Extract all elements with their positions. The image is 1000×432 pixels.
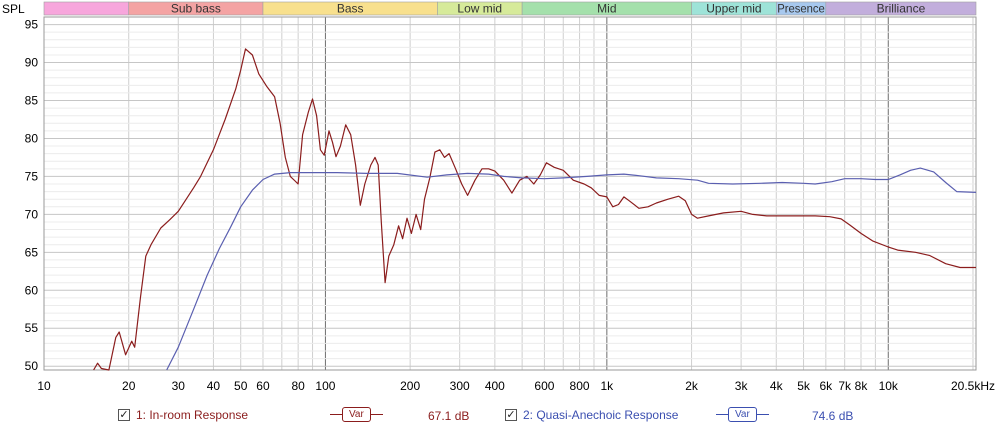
x-tick-label: 6k	[819, 379, 833, 393]
band-label: Brilliance	[877, 2, 926, 16]
legend: ✓ 1: In-room Response Var 67.1 dB ✓ 2: Q…	[0, 404, 1000, 430]
y-tick-label: 75	[25, 169, 39, 183]
in-room-var-control: Var	[330, 407, 383, 422]
band-label: Upper mid	[706, 2, 761, 16]
quasi-anechoic-checkbox[interactable]: ✓	[505, 409, 517, 421]
band-block	[43, 1, 130, 16]
y-tick-label: 90	[25, 56, 39, 70]
x-tick-label: 2k	[685, 379, 699, 393]
in-room-response-line	[93, 48, 976, 371]
band-label: Presence	[777, 2, 825, 16]
x-tick-label: 300	[450, 379, 470, 393]
band-block	[825, 1, 977, 16]
x-tick-label: 1k	[601, 379, 615, 393]
y-tick-label: 55	[25, 321, 39, 335]
series-lines	[93, 48, 977, 371]
quasi-anechoic-var-button[interactable]: Var	[728, 407, 757, 422]
x-tick-labels: 10 20 30 40 50 60 80 100 200 300 400 600 800 1k 2k 3k 4k…	[37, 379, 995, 393]
quasi-anechoic-line-swatch	[716, 414, 728, 415]
quasi-anechoic-label: 2: Quasi-Anechoic Response	[523, 408, 679, 422]
y-tick-label: 70	[25, 207, 39, 221]
y-tick-label: 65	[25, 245, 39, 259]
quasi-anechoic-line-swatch-right	[756, 414, 769, 415]
x-tick-label: 30	[172, 379, 186, 393]
y-axis-label: SPL	[2, 2, 25, 16]
x-tick-label: 3k	[735, 379, 749, 393]
x-tick-label: 8k	[855, 379, 869, 393]
y-tick-label: 95	[25, 18, 39, 32]
x-tick-label: 10k	[879, 379, 899, 393]
x-tick-label: 20.5kHz	[951, 379, 995, 393]
y-tick-label: 50	[25, 359, 39, 373]
band-label: Mid	[597, 2, 616, 16]
y-tick-labels: 50 55 60 65 70 75 80 85 90 95	[25, 18, 39, 374]
band-label: Sub bass	[171, 2, 221, 16]
x-tick-label: 40	[207, 379, 221, 393]
in-room-checkbox[interactable]: ✓	[118, 409, 130, 421]
x-tick-label: 200	[400, 379, 420, 393]
x-tick-label: 800	[570, 379, 590, 393]
x-tick-label: 20	[122, 379, 136, 393]
x-tick-label: 5k	[797, 379, 811, 393]
band-label: Low mid	[457, 2, 502, 16]
in-room-line-swatch	[330, 414, 342, 415]
in-room-value: 67.1 dB	[428, 409, 470, 423]
in-room-var-button[interactable]: Var	[342, 407, 371, 422]
x-tick-label: 10	[37, 379, 51, 393]
y-tick-label: 60	[25, 283, 39, 297]
quasi-anechoic-response-line	[166, 167, 977, 371]
plot-background	[44, 17, 976, 370]
chart-svg: Sub bass Bass Low mid Mid Upper mid Presence B…	[2, 1, 995, 394]
y-tick-label: 85	[25, 94, 39, 108]
quasi-anechoic-value: 74.6 dB	[812, 409, 854, 423]
x-tick-label: 80	[291, 379, 305, 393]
x-tick-label: 50	[234, 379, 248, 393]
quasi-anechoic-var-control: Var	[716, 407, 769, 422]
grid-lines	[44, 17, 976, 370]
x-tick-label: 400	[485, 379, 505, 393]
legend-item-in-room: ✓ 1: In-room Response	[118, 408, 248, 422]
in-room-label: 1: In-room Response	[136, 408, 249, 422]
y-tick-label: 80	[25, 131, 39, 145]
x-tick-label: 100	[315, 379, 335, 393]
plot-frame	[43, 16, 977, 371]
x-tick-label: 600	[534, 379, 554, 393]
x-tick-label: 4k	[770, 379, 784, 393]
band-label: Bass	[337, 2, 364, 16]
legend-item-quasi-anechoic: ✓ 2: Quasi-Anechoic Response	[505, 408, 678, 422]
x-tick-label: 7k	[838, 379, 852, 393]
x-tick-label: 60	[256, 379, 270, 393]
frequency-bands: Sub bass Bass Low mid Mid Upper mid Presence B…	[43, 1, 977, 16]
in-room-line-swatch-right	[370, 414, 383, 415]
